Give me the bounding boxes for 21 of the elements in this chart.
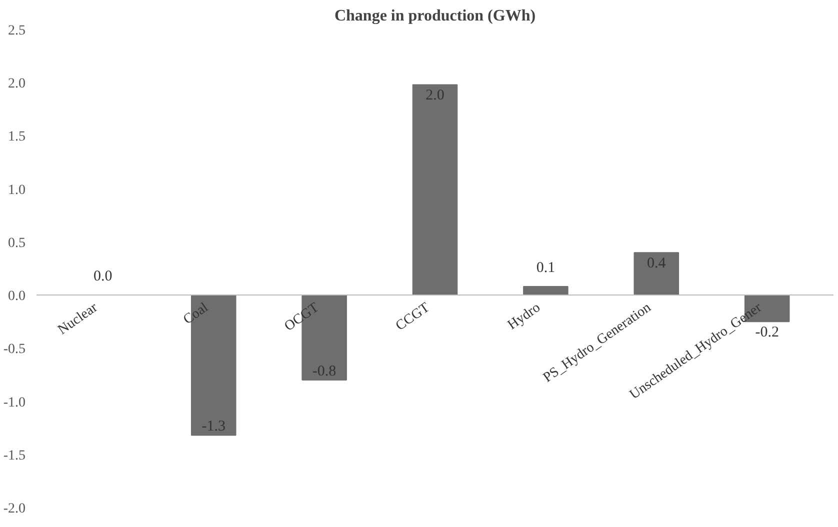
data-label: 2.0 [426, 88, 444, 104]
y-tick-label: -2.0 [3, 502, 26, 516]
y-tick-label: -1.5 [3, 448, 26, 464]
y-tick-label: -1.0 [3, 395, 26, 410]
x-tick-label: Coal [180, 300, 212, 328]
bar [634, 252, 680, 296]
y-tick-label: 1.5 [8, 130, 26, 145]
data-label: -0.8 [312, 363, 336, 380]
y-tick-label: -0.5 [3, 342, 26, 358]
bar [523, 286, 568, 296]
y-tick-label: 2.0 [8, 76, 26, 92]
data-label: 0.4 [647, 255, 666, 272]
y-tick-label: 0.5 [8, 236, 26, 251]
data-label: 0.1 [536, 260, 556, 276]
data-label: 0.0 [94, 268, 112, 285]
bar [412, 84, 458, 296]
chart-title: Change in production (GWh) [334, 8, 536, 24]
y-tick-label: 2.5 [8, 24, 26, 38]
data-label: -1.3 [202, 418, 226, 434]
y-tick-label: 1.0 [8, 182, 26, 198]
y-tick-label: 0.0 [8, 289, 26, 304]
